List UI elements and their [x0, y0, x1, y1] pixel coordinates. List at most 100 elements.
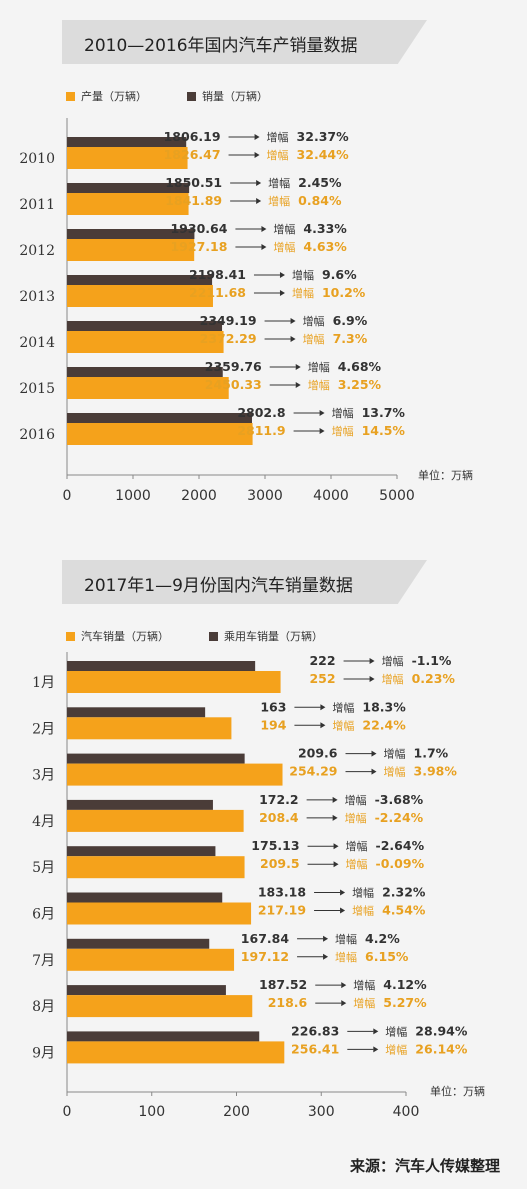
growth-word: 增幅: [292, 268, 314, 282]
bar-dark: [67, 846, 216, 857]
value-label-dark: 167.84: [241, 931, 290, 946]
arrow-head: [261, 244, 267, 250]
growth-value-orange: 14.5%: [362, 423, 406, 438]
growth-value-orange: 10.2%: [322, 285, 366, 300]
source-note: 来源：汽车人传媒整理: [350, 1157, 501, 1175]
value-label-dark: 2349.19: [200, 313, 257, 328]
value-label-dark: 209.6: [298, 746, 338, 761]
growth-value-orange: 5.27%: [383, 995, 427, 1010]
value-label-orange: 1927.18: [170, 239, 227, 254]
bar-dark: [67, 707, 206, 718]
legend: 产量（万辆） 销量（万辆）: [66, 88, 268, 104]
bar-dark: [67, 229, 195, 239]
growth-word: 增幅: [332, 424, 354, 438]
growth-value-dark: -3.68%: [375, 792, 424, 807]
bar-orange: [67, 809, 244, 832]
bar-dark: [67, 367, 223, 377]
arrow-head: [369, 676, 375, 682]
category-label: 2014: [19, 335, 55, 351]
category-label: 2013: [19, 289, 55, 305]
bar-orange: [67, 856, 245, 879]
arrow-head: [279, 272, 285, 278]
chart-section-2017-sales: 2017年1—9月份国内汽车销量数据 汽车销量（万辆） 乘用车销量（万辆） 0 1…: [0, 540, 527, 1150]
growth-value-dark: 1.7%: [414, 746, 449, 761]
value-label-dark: 1850.51: [165, 175, 222, 190]
bar-orange: [67, 193, 189, 215]
arrow-head: [295, 364, 301, 370]
value-label-dark: 222: [309, 653, 335, 668]
bar-dark: [67, 985, 226, 996]
category-label: 2015: [19, 381, 55, 397]
arrow-head: [333, 861, 339, 868]
value-label-orange: 1826.47: [164, 147, 221, 162]
arrow-head: [369, 658, 375, 664]
legend-item-sales: 销量（万辆）: [187, 88, 268, 104]
value-label-dark: 226.83: [291, 1023, 339, 1038]
bar-dark: [67, 799, 213, 810]
x-tick-label: 5000: [379, 488, 415, 504]
value-label-dark: 1930.64: [170, 221, 227, 236]
legend-swatch-dark: [187, 91, 196, 101]
arrow-head: [341, 982, 347, 989]
arrow-head: [290, 336, 296, 342]
value-label-orange: 252: [309, 671, 335, 686]
arrow-head: [290, 318, 296, 324]
x-tick-label: 2000: [181, 488, 217, 504]
growth-word: 增幅: [332, 700, 354, 714]
value-label-orange: 217.19: [258, 903, 306, 918]
value-label-dark: 187.52: [259, 977, 307, 992]
bar-dark: [67, 753, 245, 764]
value-label-orange: 2372.29: [200, 331, 257, 346]
growth-value-orange: 0.23%: [412, 671, 456, 686]
bar-orange: [67, 995, 253, 1018]
chart-title: 2017年1—9月份国内汽车销量数据: [84, 576, 353, 596]
x-tick-label: 200: [223, 1104, 250, 1120]
growth-value-orange: 26.14%: [415, 1041, 468, 1056]
growth-value-orange: 22.4%: [362, 717, 406, 732]
bar-orange: [67, 423, 253, 445]
arrow-head: [320, 722, 326, 729]
growth-word: 增幅: [346, 839, 368, 853]
growth-word: 增幅: [384, 765, 406, 779]
x-tick-label: 0: [63, 1104, 72, 1120]
arrow-head: [340, 889, 346, 896]
value-label-orange: 209.5: [260, 856, 300, 871]
growth-value-dark: 4.2%: [365, 931, 400, 946]
unit-label: 单位：万辆: [418, 469, 473, 482]
growth-value-orange: 3.98%: [414, 764, 458, 779]
value-label-dark: 2359.76: [205, 359, 262, 374]
growth-value-orange: -0.09%: [376, 856, 425, 871]
unit-label: 单位：万辆: [430, 1085, 485, 1098]
chart-section-production-sales: 2010—2016年国内汽车产销量数据 产量（万辆） 销量（万辆） 0 1000 2…: [0, 0, 527, 560]
growth-word: 增幅: [353, 978, 375, 992]
growth-value-dark: -1.1%: [412, 653, 452, 668]
arrow-head: [256, 198, 262, 204]
value-label-orange: 254.29: [289, 764, 337, 779]
legend-label: 乘用车销量（万辆）: [224, 630, 323, 643]
growth-value-dark: 4.12%: [383, 977, 427, 992]
growth-word: 增幅: [303, 314, 325, 328]
category-label: 6月: [32, 907, 55, 923]
value-label-dark: 2198.41: [189, 267, 246, 282]
bar-orange: [67, 671, 281, 693]
legend-item-passenger-sales: 乘用车销量（万辆）: [209, 628, 323, 644]
arrow-head: [319, 410, 325, 416]
arrow-head: [371, 768, 377, 775]
arrow-head: [320, 704, 326, 711]
arrow-head: [333, 843, 339, 850]
category-label: 8月: [32, 999, 55, 1015]
x-tick-label: 100: [138, 1104, 165, 1120]
growth-value-dark: 4.33%: [303, 221, 347, 236]
arrow-head: [341, 1000, 347, 1007]
bar-chart-2010-2016: 0 1000 2000 3000 4000 5000 2010 1806.19 增幅 32.37%…: [19, 118, 415, 504]
category-label: 2016: [19, 427, 55, 443]
growth-value-dark: 32.37%: [297, 129, 350, 144]
legend-label: 汽车销量（万辆）: [81, 630, 169, 643]
growth-word: 增幅: [303, 332, 325, 346]
growth-value-dark: 6.9%: [333, 313, 368, 328]
value-label-dark: 163: [260, 699, 286, 714]
category-label: 1月: [32, 675, 55, 691]
bar-orange: [67, 377, 229, 399]
x-tick-label: 400: [393, 1104, 420, 1120]
growth-word: 增幅: [382, 654, 404, 668]
